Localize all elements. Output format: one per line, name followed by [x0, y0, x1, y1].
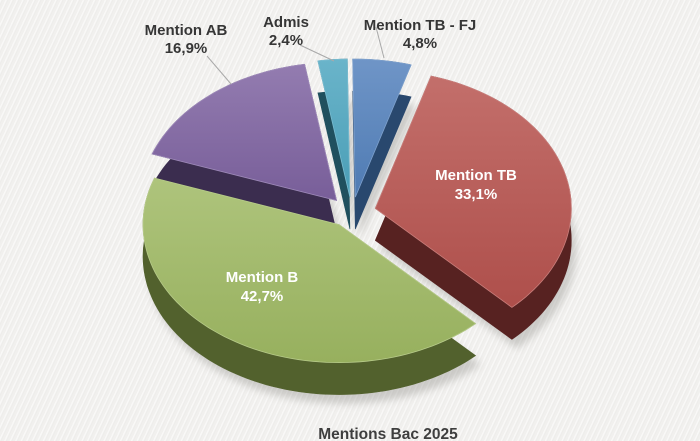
slice-label-admis-value: 2,4%	[269, 32, 303, 49]
slice-label-mention-tb-name: Mention TB	[435, 167, 517, 184]
slice-label-admis-name: Admis	[263, 14, 309, 31]
pie-slice-mention-tb-fj-top	[352, 58, 412, 198]
slice-label-mention-tb-fj-value: 4,8%	[403, 35, 437, 52]
slice-label-mention-ab-name: Mention AB	[145, 22, 228, 39]
slice-label-mention-b-name: Mention B	[226, 269, 299, 286]
leader-line-mention-tb-fj	[375, 26, 385, 59]
pie-slice-mention-tb-fj	[352, 58, 412, 230]
slice-label-mention-b-value: 42,7%	[241, 288, 284, 305]
leader-line-mention-ab	[206, 55, 232, 85]
pie-slice-mention-ab-top	[151, 63, 338, 202]
slice-label-mention-tb-fj-name: Mention TB - FJ	[364, 17, 477, 34]
pie-slice-mention-b-top	[142, 177, 477, 364]
pie-slice-mention-b	[142, 177, 477, 395]
pie-slice-admis-top	[317, 58, 351, 198]
leader-line-admis	[299, 44, 335, 62]
chart-title: Mentions Bac 2025	[318, 426, 458, 441]
slice-label-mention-ab-value: 16,9%	[165, 40, 208, 57]
pie-slice-mention-tb	[374, 75, 572, 340]
slice-label-mention-tb-value: 33,1%	[455, 186, 498, 203]
pie-slice-admis	[317, 58, 351, 230]
pie-slice-mention-tb-top	[374, 75, 572, 308]
